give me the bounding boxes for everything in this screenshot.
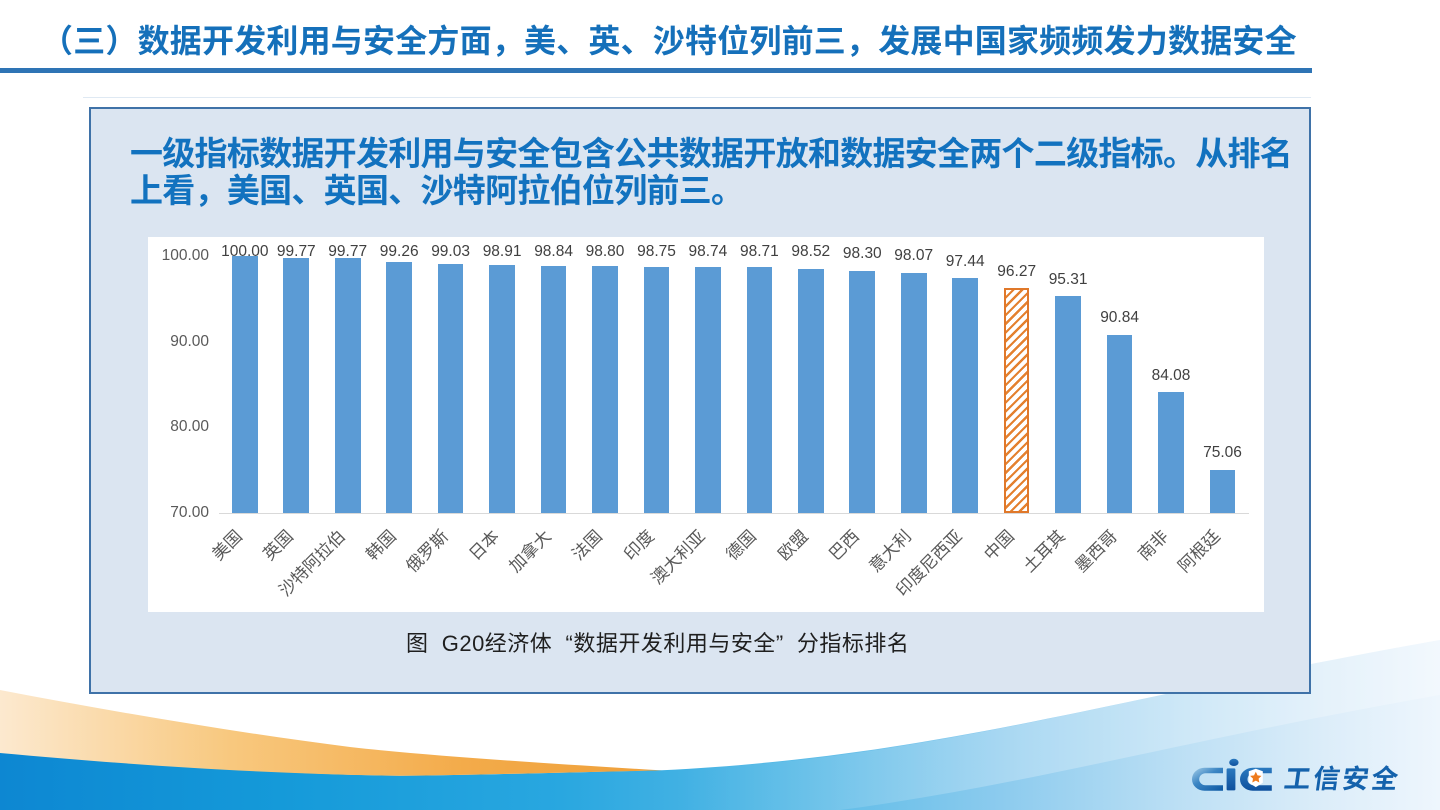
svg-text:工信安全: 工信安全 (1282, 764, 1403, 794)
